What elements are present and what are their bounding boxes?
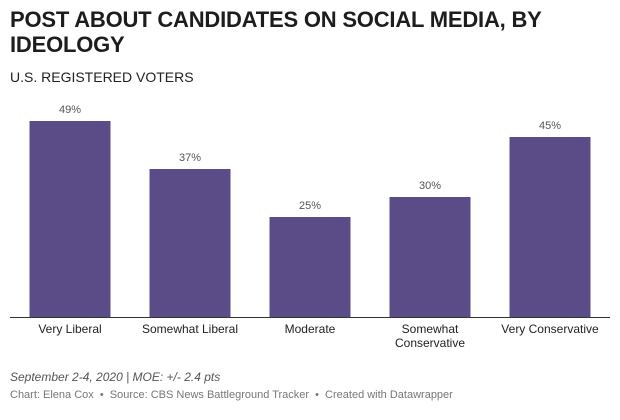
chart-footer: Chart: Elena Cox • Source: CBS News Batt… xyxy=(10,389,453,401)
chart-subtitle: U.S. REGISTERED VOTERS xyxy=(10,69,194,85)
data-label: 25% xyxy=(299,200,321,212)
datawrapper-link[interactable]: Created with Datawrapper xyxy=(325,389,453,401)
category-label: Moderate xyxy=(285,322,336,336)
data-label: 45% xyxy=(539,120,561,132)
data-label: 37% xyxy=(179,152,201,164)
category-label: Very Liberal xyxy=(38,322,101,336)
bar xyxy=(269,217,351,317)
survey-note: September 2-4, 2020 | MOE: +/- 2.4 pts xyxy=(10,370,221,384)
data-label: 30% xyxy=(419,180,441,192)
category-label: Somewhat xyxy=(402,322,459,336)
chart-source: Source: CBS News Battleground Tracker xyxy=(109,389,310,401)
bar xyxy=(509,137,591,317)
category-label: Conservative xyxy=(395,336,465,350)
bar xyxy=(29,121,111,317)
bar xyxy=(389,197,471,317)
footer-separator: • xyxy=(99,389,104,401)
data-label: 49% xyxy=(59,104,81,116)
bar xyxy=(149,169,231,317)
category-label: Somewhat Liberal xyxy=(142,322,238,336)
category-label: Very Conservative xyxy=(501,322,599,336)
chart-title: POST ABOUT CANDIDATES ON SOCIAL MEDIA, B… xyxy=(10,7,542,57)
chart-credit: Chart: Elena Cox xyxy=(10,389,94,401)
bar-chart: 49% Very Liberal 37% Somewhat Liberal 25% Mod… xyxy=(10,104,610,350)
footer-separator: • xyxy=(315,389,319,401)
